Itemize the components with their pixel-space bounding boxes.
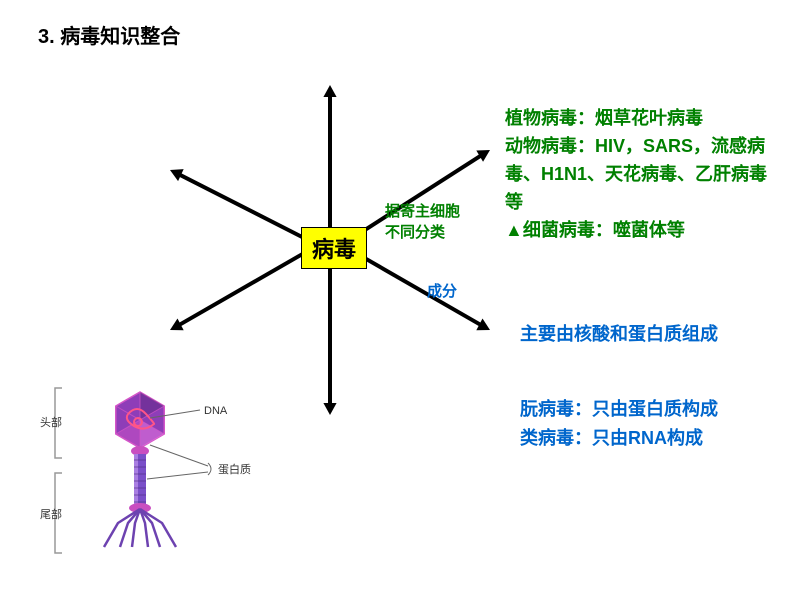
blue2-line-1: 类病毒：只由RNA构成 [520,424,750,453]
label-composition: 成分 [427,280,457,301]
phage-head-label: 头部 [40,415,62,429]
phage-protein-label: 蛋白质 [218,462,251,476]
center-node: 病毒 [301,227,367,269]
phage-dna-label: DNA [204,405,228,417]
virus-by-host-list: 植物病毒：烟草花叶病毒动物病毒：HIV，SARS，流感病毒、H1N1、天花病毒、… [505,105,785,244]
blue2-line-0: 朊病毒：只由蛋白质构成 [520,395,750,424]
host-label-line2: 不同分类 [385,224,445,241]
bacteriophage-diagram: 头部尾部 DNA 蛋白质 [40,378,280,568]
virus-composition-special: 朊病毒：只由蛋白质构成类病毒：只由RNA构成 [520,395,750,453]
phage-tail-label: 尾部 [40,507,62,521]
green-line-1: 动物病毒：HIV，SARS，流感病毒、H1N1、天花病毒、乙肝病毒等 [505,133,785,217]
green-line-2: ▲细菌病毒：噬菌体等 [505,217,785,245]
green-line-0: 植物病毒：烟草花叶病毒 [505,105,785,133]
section-title: 3. 病毒知识整合 [38,20,180,49]
host-label-line1: 据寄主细胞 [385,203,460,220]
label-host-classification: 据寄主细胞不同分类 [385,200,505,242]
virus-composition-main: 主要由核酸和蛋白质组成 [520,320,750,349]
